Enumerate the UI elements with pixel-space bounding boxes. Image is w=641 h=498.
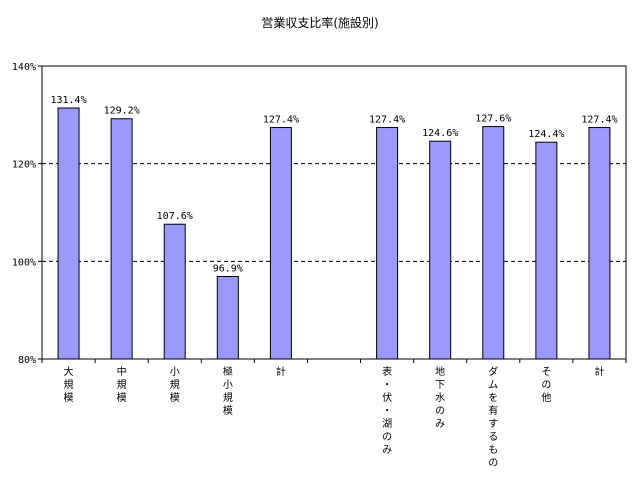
bar xyxy=(216,275,239,360)
data-label: 96.9% xyxy=(213,263,243,274)
category-label: 小規模 xyxy=(170,366,180,404)
data-label: 124.6% xyxy=(422,128,458,139)
data-labels: 131.4% 129.2% 107.6% 96.9% 127.4% 127.4% 124.6… xyxy=(50,95,617,274)
y-tick-label: 80% xyxy=(18,355,36,366)
data-label: 127.6% xyxy=(475,114,511,125)
chart-title: 営業収支比率(施設別) xyxy=(261,15,378,30)
bar xyxy=(482,126,505,360)
bar xyxy=(376,127,399,360)
bar xyxy=(57,107,80,360)
bar xyxy=(588,127,611,360)
category-labels: 大規模 中規模 小規模 極小規模 計 表・伏・湖のみ 地下水のみ ダムを有するもの その他 計 xyxy=(64,365,605,469)
bar xyxy=(110,118,133,360)
plot-frame xyxy=(41,65,627,360)
category-label: 計 xyxy=(594,365,604,378)
category-label: 中規模 xyxy=(117,365,127,404)
data-label: 129.2% xyxy=(104,106,140,117)
data-label: 127.4% xyxy=(263,115,299,126)
y-tick-label: 120% xyxy=(12,160,36,171)
bar xyxy=(535,141,558,360)
data-label: 124.4% xyxy=(528,129,564,140)
category-label: 大規模 xyxy=(64,365,74,404)
y-tick-label: 140% xyxy=(12,62,36,73)
data-label: 107.6% xyxy=(157,211,193,222)
bar xyxy=(429,140,452,360)
category-label: 計 xyxy=(276,365,286,378)
bars xyxy=(57,107,611,360)
bar xyxy=(163,223,186,360)
category-label: ダムを有するもの xyxy=(488,365,498,469)
category-label: 地下水のみ xyxy=(435,365,445,430)
category-label: 表・伏・湖のみ xyxy=(382,365,392,456)
axes xyxy=(38,65,627,363)
data-label: 127.4% xyxy=(581,115,617,126)
bar xyxy=(269,127,292,360)
data-label: 131.4% xyxy=(50,95,86,106)
data-label: 127.4% xyxy=(369,115,405,126)
y-tick-label: 100% xyxy=(12,257,36,268)
y-axis-ticks: 80% 100% 120% 140% xyxy=(12,62,36,366)
category-label: 極小規模 xyxy=(223,365,233,417)
category-label: その他 xyxy=(541,366,551,404)
